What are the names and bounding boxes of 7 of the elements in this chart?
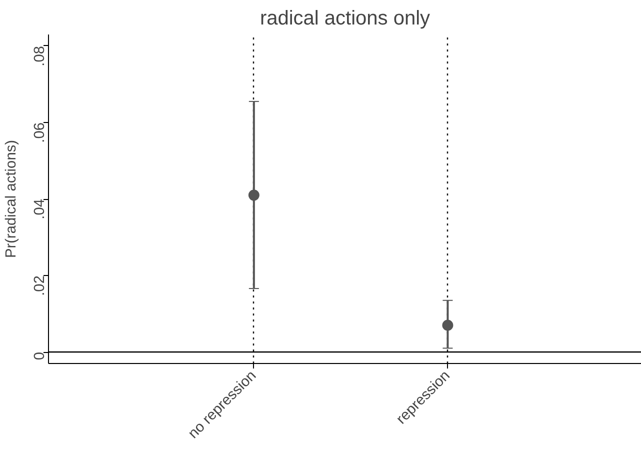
y-tick-label: .02 [32, 276, 48, 296]
y-tick-label: .08 [32, 46, 48, 66]
y-axis-title: Pr(radical actions) [4, 140, 20, 258]
y-tick-label: 0 [32, 352, 48, 360]
chart-title: radical actions only [260, 8, 430, 30]
y-tick-label: .06 [32, 122, 48, 143]
y-tick-label: .04 [32, 199, 48, 220]
